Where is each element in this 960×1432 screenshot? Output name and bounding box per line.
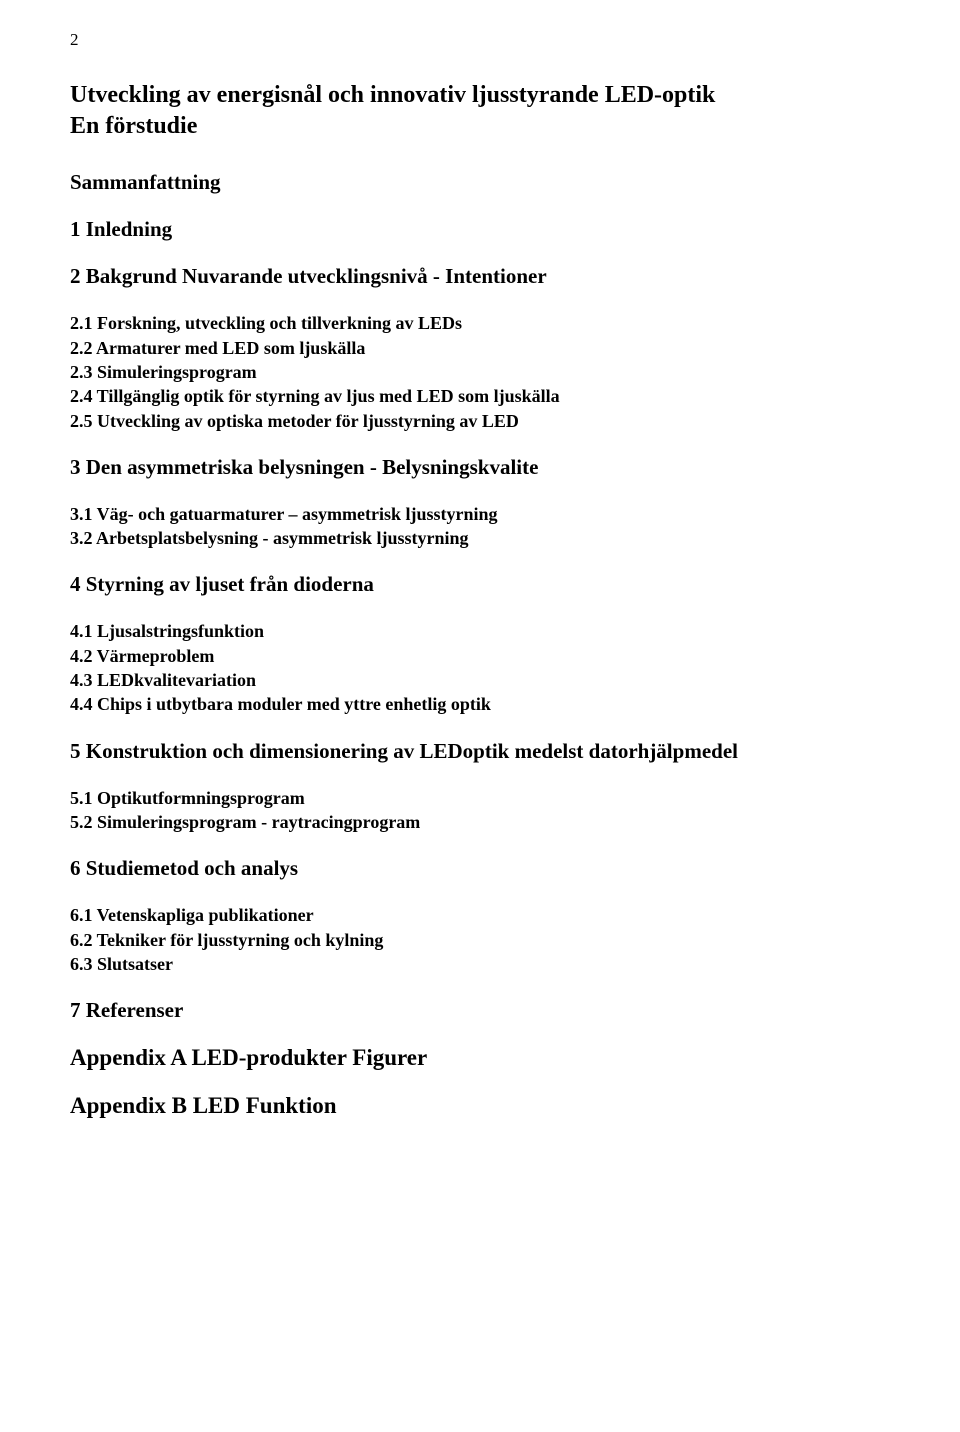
subsection-6-3: 6.3 Slutsatser (70, 952, 890, 976)
subsection-2-2: 2.2 Armaturer med LED som ljuskälla (70, 336, 890, 360)
subsection-4-1: 4.1 Ljusalstringsfunktion (70, 619, 890, 643)
subsection-2-5: 2.5 Utveckling av optiska metoder för lj… (70, 409, 890, 433)
subsection-3-2: 3.2 Arbetsplatsbelysning - asymmetrisk l… (70, 526, 890, 550)
subsection-2-4: 2.4 Tillgänglig optik för styrning av lj… (70, 384, 890, 408)
heading-sammanfattning: Sammanfattning (70, 170, 890, 195)
heading-5: 5 Konstruktion och dimensionering av LED… (70, 739, 890, 764)
section-4-subsections: 4.1 Ljusalstringsfunktion 4.2 Värmeprobl… (70, 619, 890, 716)
subsection-4-2: 4.2 Värmeproblem (70, 644, 890, 668)
title-line-2: En förstudie (70, 113, 197, 139)
subsection-6-1: 6.1 Vetenskapliga publikationer (70, 903, 890, 927)
heading-7: 7 Referenser (70, 998, 890, 1023)
subsection-2-3: 2.3 Simuleringsprogram (70, 360, 890, 384)
subsection-5-1: 5.1 Optikutformningsprogram (70, 786, 890, 810)
subsection-6-2: 6.2 Tekniker för ljusstyrning och kylnin… (70, 928, 890, 952)
subsection-4-3: 4.3 LEDkvalitevariation (70, 668, 890, 692)
section-6-subsections: 6.1 Vetenskapliga publikationer 6.2 Tekn… (70, 903, 890, 976)
heading-1: 1 Inledning (70, 217, 890, 242)
page-number: 2 (70, 30, 890, 50)
document-title: Utveckling av energisnål och innovativ l… (70, 80, 890, 142)
heading-4: 4 Styrning av ljuset från dioderna (70, 572, 890, 597)
appendix-b: Appendix B LED Funktion (70, 1093, 890, 1119)
title-line-1: Utveckling av energisnål och innovativ l… (70, 82, 715, 108)
section-2-subsections: 2.1 Forskning, utveckling och tillverkni… (70, 311, 890, 432)
appendix-a: Appendix A LED-produkter Figurer (70, 1045, 890, 1071)
subsection-2-1: 2.1 Forskning, utveckling och tillverkni… (70, 311, 890, 335)
subsection-5-2: 5.2 Simuleringsprogram - raytracingprogr… (70, 810, 890, 834)
heading-2: 2 Bakgrund Nuvarande utvecklingsnivå - I… (70, 264, 890, 289)
subsection-3-1: 3.1 Väg- och gatuarmaturer – asymmetrisk… (70, 502, 890, 526)
heading-6: 6 Studiemetod och analys (70, 856, 890, 881)
section-3-subsections: 3.1 Väg- och gatuarmaturer – asymmetrisk… (70, 502, 890, 551)
section-5-subsections: 5.1 Optikutformningsprogram 5.2 Simuleri… (70, 786, 890, 835)
heading-3: 3 Den asymmetriska belysningen - Belysni… (70, 455, 890, 480)
subsection-4-4: 4.4 Chips i utbytbara moduler med yttre … (70, 692, 890, 716)
